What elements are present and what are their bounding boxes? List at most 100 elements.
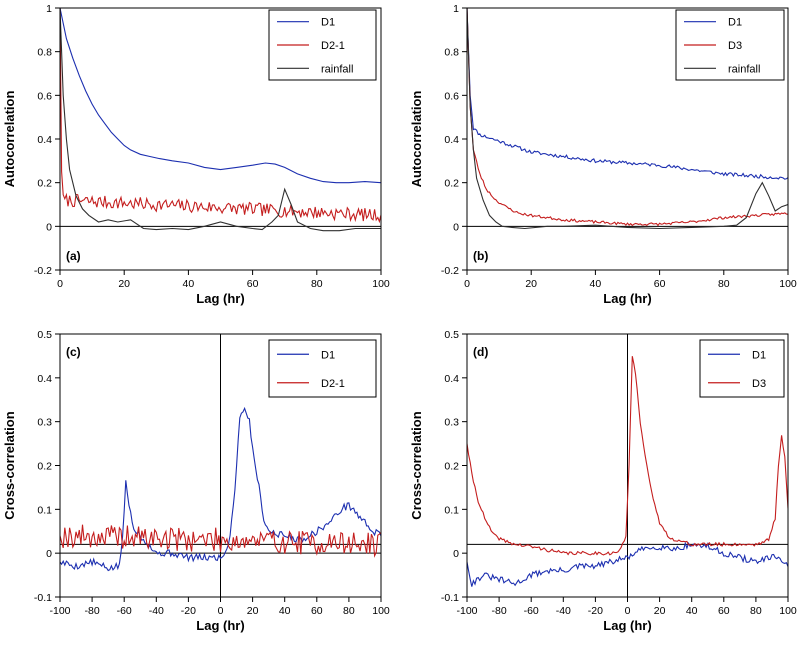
y-tick-label: 0.8 — [37, 47, 52, 59]
x-tick-label: 100 — [372, 605, 390, 617]
y-tick-label: 0.5 — [37, 329, 52, 341]
series-line-d1 — [60, 406, 381, 572]
y-tick-label: 0.2 — [444, 461, 459, 473]
y-tick-label: 0.8 — [444, 47, 459, 59]
legend-label: D2-1 — [321, 40, 345, 52]
y-tick-label: 0.2 — [37, 178, 52, 190]
legend-box — [268, 339, 377, 398]
y-axis-label: Autocorrelation — [2, 91, 17, 188]
chart-panel-d: -100 -80 -60 -40 -20 0 20 40 60 80 100 -0.1 0 0.1 0.2 0… — [409, 329, 797, 633]
legend-box — [699, 339, 785, 398]
x-tick-label: -20 — [181, 605, 196, 617]
panel-tag: (c) — [66, 345, 81, 359]
y-tick-label: 0.4 — [444, 373, 459, 385]
x-tick-label: -80 — [85, 605, 100, 617]
y-tick-label: 0.3 — [37, 417, 52, 429]
x-tick-label: 80 — [311, 278, 323, 290]
x-tick-label: 80 — [750, 605, 762, 617]
legend-label: rainfall — [728, 63, 760, 75]
x-tick-label: 60 — [311, 605, 323, 617]
x-tick-label: -40 — [556, 605, 571, 617]
series-line-d3 — [467, 356, 788, 556]
chart-panel-c: -100 -80 -60 -40 -20 0 20 40 60 80 100 -0.1 0 0.1 0.2 0… — [2, 329, 390, 633]
legend: D1 D2-1 — [268, 339, 377, 398]
x-tick-label: 60 — [247, 278, 259, 290]
x-tick-label: 0 — [464, 278, 470, 290]
series-line-rainfall — [467, 8, 788, 230]
x-tick-label: -80 — [492, 605, 507, 617]
x-axis-label: Lag (hr) — [196, 618, 244, 633]
legend-label: D3 — [752, 378, 766, 390]
legend: D1 D2-1 rainfall — [268, 9, 377, 81]
y-tick-label: 0.2 — [37, 461, 52, 473]
y-tick-label: 0.1 — [37, 504, 52, 516]
y-tick-label: 0 — [46, 221, 52, 233]
y-axis-label: Cross-correlation — [2, 411, 17, 519]
series-line-d3 — [467, 8, 788, 227]
chart-panel-b: 0 20 40 60 80 100 -0.2 0 0.2 0.4 0.6 0.8 1 Lag (hr) Au… — [409, 3, 797, 306]
panel-tag: (d) — [473, 345, 488, 359]
x-tick-label: -20 — [588, 605, 603, 617]
y-tick-label: 0.4 — [444, 134, 459, 146]
legend-label: D2-1 — [321, 378, 345, 390]
x-tick-label: 80 — [718, 278, 730, 290]
y-tick-label: 1 — [453, 3, 459, 15]
y-tick-label: -0.1 — [441, 592, 459, 604]
x-tick-label: 40 — [183, 278, 195, 290]
x-tick-label: 0 — [57, 278, 63, 290]
x-axis-label: Lag (hr) — [603, 291, 651, 306]
y-tick-label: 0 — [46, 548, 52, 560]
series-line-d1 — [467, 8, 788, 180]
x-tick-label: 40 — [279, 605, 291, 617]
x-tick-label: -100 — [49, 605, 70, 617]
y-tick-label: 0 — [453, 548, 459, 560]
y-tick-label: -0.2 — [34, 265, 52, 277]
legend-label: D1 — [752, 349, 766, 361]
y-tick-label: 1 — [46, 3, 52, 15]
x-tick-label: -60 — [524, 605, 539, 617]
y-tick-label: 0.4 — [37, 373, 52, 385]
legend-label: rainfall — [321, 63, 353, 75]
legend-label: D1 — [321, 17, 335, 29]
y-tick-label: 0.6 — [444, 90, 459, 102]
x-tick-label: 40 — [686, 605, 698, 617]
legend: D1 D3 — [699, 339, 785, 398]
x-tick-label: 20 — [247, 605, 259, 617]
x-tick-label: 20 — [654, 605, 666, 617]
y-tick-label: 0.4 — [37, 134, 52, 146]
x-tick-label: 0 — [218, 605, 224, 617]
series-line-d1 — [467, 541, 788, 587]
series-line-rainfall — [60, 8, 381, 232]
series-line-d2-1 — [60, 524, 381, 558]
y-tick-label: 0 — [453, 221, 459, 233]
x-tick-label: 100 — [372, 278, 390, 290]
y-tick-label: 0.3 — [444, 417, 459, 429]
series-line-d1 — [60, 8, 381, 184]
x-axis-label: Lag (hr) — [603, 618, 651, 633]
x-axis-label: Lag (hr) — [196, 291, 244, 306]
x-tick-label: -100 — [456, 605, 477, 617]
x-tick-label: -40 — [149, 605, 164, 617]
y-axis-label: Autocorrelation — [409, 91, 424, 188]
y-axis-label: Cross-correlation — [409, 411, 424, 519]
y-tick-label: 0.1 — [444, 504, 459, 516]
y-tick-label: -0.1 — [34, 592, 52, 604]
x-tick-label: 60 — [654, 278, 666, 290]
x-tick-label: 40 — [590, 278, 602, 290]
x-tick-label: 80 — [343, 605, 355, 617]
legend: D1 D3 rainfall — [675, 9, 785, 81]
legend-label: D3 — [728, 40, 742, 52]
x-tick-label: -60 — [117, 605, 132, 617]
y-tick-label: -0.2 — [441, 265, 459, 277]
y-tick-label: 0.6 — [37, 90, 52, 102]
panel-tag: (a) — [66, 249, 81, 263]
x-tick-label: 0 — [625, 605, 631, 617]
panel-tag: (b) — [473, 249, 488, 263]
x-tick-label: 60 — [718, 605, 730, 617]
legend-label: D1 — [321, 349, 335, 361]
x-tick-label: 100 — [779, 278, 797, 290]
series-line-d2-1 — [60, 8, 381, 224]
x-tick-label: 20 — [525, 278, 537, 290]
legend-label: D1 — [728, 17, 742, 29]
